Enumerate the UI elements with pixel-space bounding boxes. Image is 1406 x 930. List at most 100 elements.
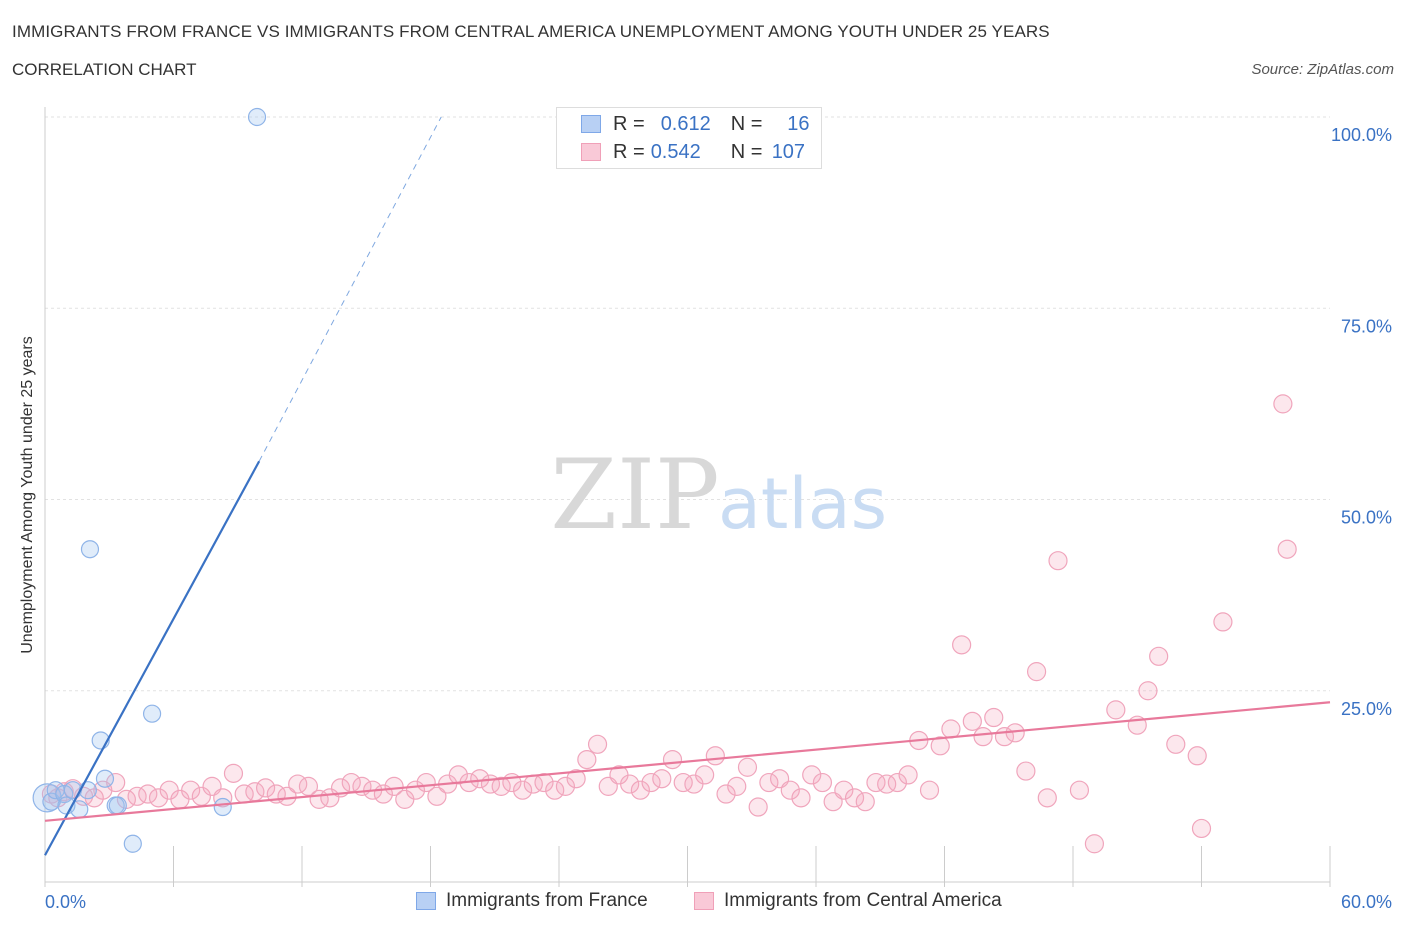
central-america-point xyxy=(962,711,982,731)
central-america-point xyxy=(652,769,672,789)
france-trend-extension xyxy=(258,116,442,462)
france-point xyxy=(123,834,142,853)
france-point xyxy=(108,796,127,815)
central-america-point xyxy=(984,707,1004,728)
central-america-r-value: 0.542 xyxy=(650,140,701,163)
central-america-point xyxy=(1016,761,1036,781)
central-america-point xyxy=(1106,700,1126,720)
central-america-point xyxy=(952,635,972,655)
central-america-point xyxy=(577,749,597,770)
central-america-point xyxy=(1273,394,1293,414)
central-america-point xyxy=(620,774,640,794)
france-point xyxy=(78,781,97,800)
y-tick-label: 100.0% xyxy=(1331,125,1392,145)
x-tick-label: 60.0% xyxy=(1341,892,1392,912)
central-america-point xyxy=(138,784,158,804)
stats-legend: R = 0.612 N = 16 R = 0.542 N = 107 xyxy=(556,107,822,169)
central-america-point xyxy=(213,788,233,808)
france-point xyxy=(142,704,162,723)
central-america-swatch xyxy=(694,892,714,910)
tick-labels: 100.0% 75.0% 50.0% 25.0% 0.0% 60.0% xyxy=(45,125,1392,912)
central-america-point xyxy=(1048,551,1068,571)
central-america-point xyxy=(148,788,169,808)
france-point xyxy=(95,769,115,788)
central-america-point xyxy=(470,769,490,789)
france-points xyxy=(32,107,267,853)
watermark-atlas: atlas xyxy=(718,463,887,545)
central-america-point xyxy=(427,786,447,806)
central-america-trend-line xyxy=(44,701,1331,822)
r-label: R = xyxy=(613,140,645,163)
x-tick-label: 0.0% xyxy=(45,892,86,912)
central-america-point xyxy=(748,797,768,817)
trend-lines xyxy=(44,116,1331,856)
central-america-point xyxy=(106,772,126,793)
france-point xyxy=(213,797,232,817)
central-america-point xyxy=(181,780,201,800)
central-america-point xyxy=(727,776,747,796)
central-america-point xyxy=(384,776,404,796)
central-america-point xyxy=(1191,818,1212,839)
y-tick-label: 75.0% xyxy=(1341,316,1392,336)
central-america-point xyxy=(737,757,758,777)
central-america-point xyxy=(587,734,608,754)
france-trend-line xyxy=(44,460,261,856)
central-america-point xyxy=(255,778,276,798)
central-america-point xyxy=(1026,662,1047,682)
central-america-point xyxy=(1166,734,1186,754)
central-america-point xyxy=(1187,746,1207,766)
legend-item-france[interactable]: Immigrants from France xyxy=(416,890,648,912)
central-america-point xyxy=(834,780,854,800)
central-america-point xyxy=(759,772,779,793)
central-america-point xyxy=(973,727,993,747)
central-america-point xyxy=(791,788,811,808)
central-america-point xyxy=(695,765,715,785)
central-america-point xyxy=(277,786,297,806)
central-america-point xyxy=(298,776,319,796)
central-america-point xyxy=(844,788,865,808)
france-n-value: 16 xyxy=(787,112,810,135)
central-america-point xyxy=(1037,788,1057,808)
central-america-point xyxy=(512,780,533,800)
france-point xyxy=(80,540,100,559)
france-swatch xyxy=(416,892,436,910)
central-america-point xyxy=(448,765,468,785)
central-america-point xyxy=(919,780,940,800)
central-america-point xyxy=(545,780,565,800)
legend-row-france: R = 0.612 N = 16 xyxy=(581,112,816,136)
france-swatch xyxy=(581,115,601,133)
central-america-swatch xyxy=(581,143,601,161)
central-america-point xyxy=(1149,646,1169,666)
central-america-point xyxy=(812,772,833,793)
legend-france-label: Immigrants from France xyxy=(446,890,648,911)
central-america-point xyxy=(780,780,800,800)
gridlines xyxy=(45,116,1330,692)
central-america-point xyxy=(887,772,907,793)
central-america-point xyxy=(930,736,950,756)
n-label: N = xyxy=(730,112,763,135)
central-america-point xyxy=(630,780,650,800)
central-america-point xyxy=(1138,681,1158,701)
france-point xyxy=(32,783,62,813)
r-label: R = xyxy=(613,112,645,135)
chart-subtitle: CORRELATION CHART xyxy=(12,60,197,79)
central-america-point xyxy=(534,772,554,793)
central-america-point xyxy=(1069,780,1090,800)
n-label: N = xyxy=(730,140,763,163)
legend-item-central-america[interactable]: Immigrants from Central America xyxy=(694,890,1002,912)
source-label: Source: ZipAtlas.com xyxy=(1251,61,1394,78)
france-point xyxy=(247,107,267,127)
central-america-point xyxy=(705,746,725,766)
y-tick-label: 50.0% xyxy=(1341,508,1392,528)
central-america-point xyxy=(566,769,586,789)
central-america-point xyxy=(1084,834,1105,854)
watermark-zip: ZIP xyxy=(550,439,719,551)
central-america-point xyxy=(802,765,822,785)
central-america-point xyxy=(716,784,736,804)
france-point xyxy=(55,784,74,804)
y-tick-label: 25.0% xyxy=(1341,699,1392,719)
central-america-n-value: 107 xyxy=(771,140,806,163)
central-america-point xyxy=(223,763,244,783)
central-america-point xyxy=(641,772,661,793)
central-america-point xyxy=(491,776,511,796)
